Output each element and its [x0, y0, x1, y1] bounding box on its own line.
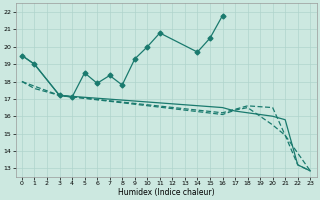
- X-axis label: Humidex (Indice chaleur): Humidex (Indice chaleur): [118, 188, 214, 197]
